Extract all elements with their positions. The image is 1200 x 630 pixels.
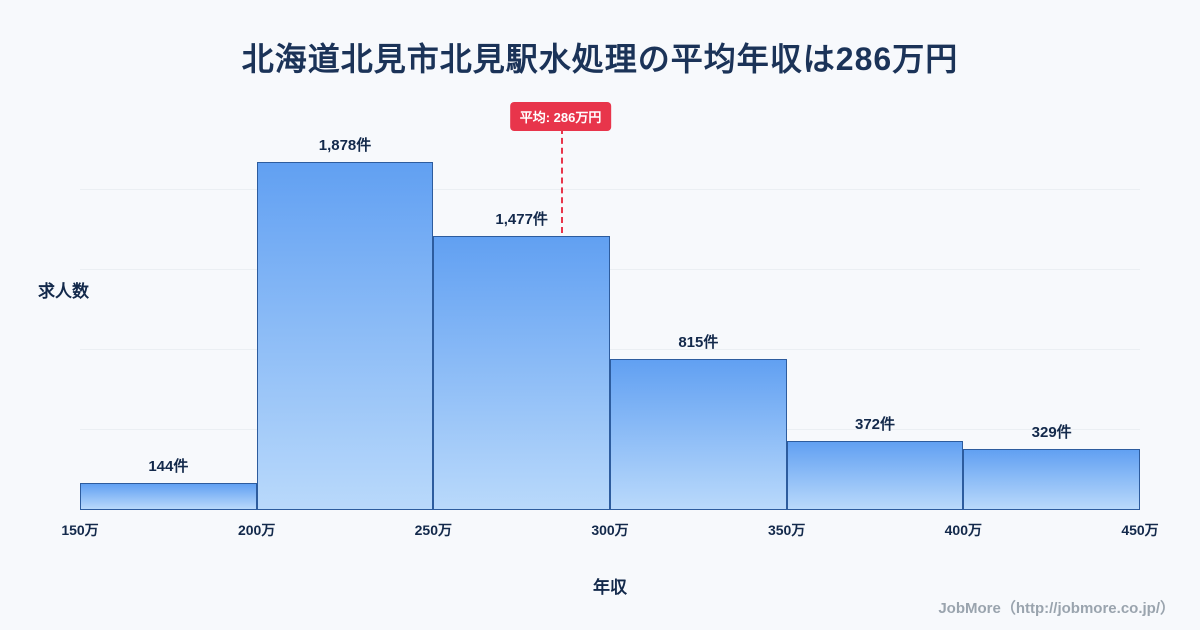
bar-value-label: 1,878件 xyxy=(318,137,372,154)
x-tick-label: 300万 xyxy=(591,522,629,538)
x-tick-label: 250万 xyxy=(414,522,453,538)
bar-value-label: 815件 xyxy=(678,333,719,351)
x-tick-label: 200万 xyxy=(237,522,276,538)
x-axis-label: 年収 xyxy=(593,578,627,597)
gridline xyxy=(80,269,1140,270)
average-badge: 平均: 286万円 xyxy=(509,102,612,131)
bar-value-label: 144件 xyxy=(148,458,189,476)
x-tick-label: 150万 xyxy=(61,522,99,538)
histogram-bar xyxy=(433,236,610,510)
x-tick-label: 400万 xyxy=(944,522,983,538)
footer-credit: JobMore（http://jobmore.co.jp/） xyxy=(938,600,1175,617)
histogram-bar xyxy=(786,441,964,510)
gridline xyxy=(80,189,1140,190)
chart-title: 北海道北見市北見駅水処理の平均年収は286万円 xyxy=(241,41,959,77)
histogram-bar xyxy=(610,358,787,510)
bar-value-label: 372件 xyxy=(854,416,896,434)
plot-area: 平均: 286万円 144件 1,878件 1,477件 815件 372件 329件 15… xyxy=(61,102,1159,538)
bar-value-label: 1,477件 xyxy=(495,211,548,229)
gridline xyxy=(80,349,1140,350)
histogram-bar xyxy=(963,449,1140,510)
x-tick-label: 350万 xyxy=(767,522,806,538)
x-tick-label: 450万 xyxy=(1121,522,1159,538)
bar-value-label: 329件 xyxy=(1031,424,1072,442)
y-axis-label: 求人数 xyxy=(38,282,89,301)
histogram-bar xyxy=(80,483,257,510)
histogram-bar xyxy=(256,162,434,510)
